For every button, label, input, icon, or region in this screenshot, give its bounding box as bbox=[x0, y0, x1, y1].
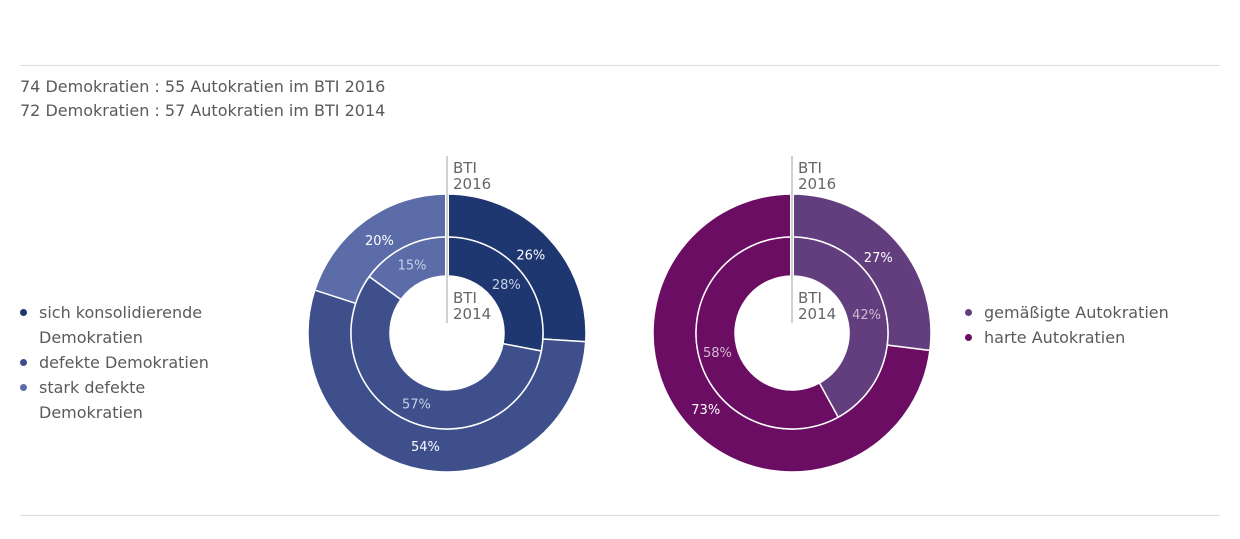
legend-item-defective: defekte Demokratien bbox=[20, 350, 239, 375]
legend-label-highly-defective: stark defekte Demokratien bbox=[39, 378, 146, 422]
inner-ring-label-consolidating: 28% bbox=[492, 278, 521, 293]
year-label-inner: BTI 2014 bbox=[798, 289, 836, 323]
year-label-outer: BTI 2016 bbox=[798, 159, 836, 193]
outer-ring-label-moderate: 27% bbox=[864, 251, 893, 266]
legend-dot-defective bbox=[20, 359, 27, 366]
inner-ring-label-highly-defective: 15% bbox=[398, 258, 427, 273]
legend-dot-moderate bbox=[965, 309, 972, 316]
inner-ring-label-defective: 57% bbox=[402, 398, 431, 413]
inner-ring-slice-defective bbox=[350, 275, 543, 430]
legend-item-highly-defective: stark defekte Demokratien bbox=[20, 375, 239, 425]
inner-ring-slice-consolidating bbox=[446, 236, 544, 352]
democracies-donut-chart: 26% 54% 20% 28% 57% 15% BTI 2016 BTI 2014 bbox=[307, 156, 587, 473]
legend-label-hard: harte Autokratien bbox=[984, 328, 1126, 347]
inner-ring-slice-hard bbox=[695, 236, 840, 430]
legend-item-hard: harte Autokratien bbox=[965, 325, 1169, 350]
top-divider bbox=[20, 65, 1220, 66]
year-label-inner: BTI 2014 bbox=[453, 289, 491, 323]
legend-dot-highly-defective bbox=[20, 384, 27, 391]
legend-label-moderate: gemäßigte Autokratien bbox=[984, 303, 1169, 322]
outer-ring-label-defective: 54% bbox=[411, 440, 440, 455]
inner-ring-label-hard: 58% bbox=[703, 346, 732, 361]
legend-dot-hard bbox=[965, 334, 972, 341]
legend-autocracies: gemäßigte Autokratien harte Autokratien bbox=[965, 300, 1169, 350]
inner-ring-slice-moderate bbox=[791, 236, 889, 419]
autocracies-donut-chart: 73% 27% 58% 42% BTI 2016 BTI 2014 bbox=[652, 156, 932, 473]
outer-ring-label-hard: 73% bbox=[691, 403, 720, 418]
inner-ring-label-moderate: 42% bbox=[852, 308, 881, 323]
legend-item-consolidating: sich konsolidierende Demokratien bbox=[20, 300, 239, 350]
outer-ring-label-highly-defective: 20% bbox=[365, 234, 394, 249]
summary-line-2014: 72 Demokratien : 57 Autokratien im BTI 2… bbox=[20, 101, 386, 120]
legend-item-moderate: gemäßigte Autokratien bbox=[965, 300, 1169, 325]
legend-label-consolidating: sich konsolidierende Demokratien bbox=[39, 303, 203, 347]
year-label-outer: BTI 2016 bbox=[453, 159, 491, 193]
outer-ring-label-consolidating: 26% bbox=[516, 248, 545, 263]
bottom-divider bbox=[20, 515, 1220, 516]
legend-dot-consolidating bbox=[20, 309, 27, 316]
summary: 74 Demokratien : 55 Autokratien im BTI 2… bbox=[20, 75, 385, 123]
summary-line-2016: 74 Demokratien : 55 Autokratien im BTI 2… bbox=[20, 77, 386, 96]
legend-label-defective: defekte Demokratien bbox=[39, 353, 209, 372]
legend-democracies: sich konsolidierende Demokratien defekte… bbox=[20, 300, 239, 425]
